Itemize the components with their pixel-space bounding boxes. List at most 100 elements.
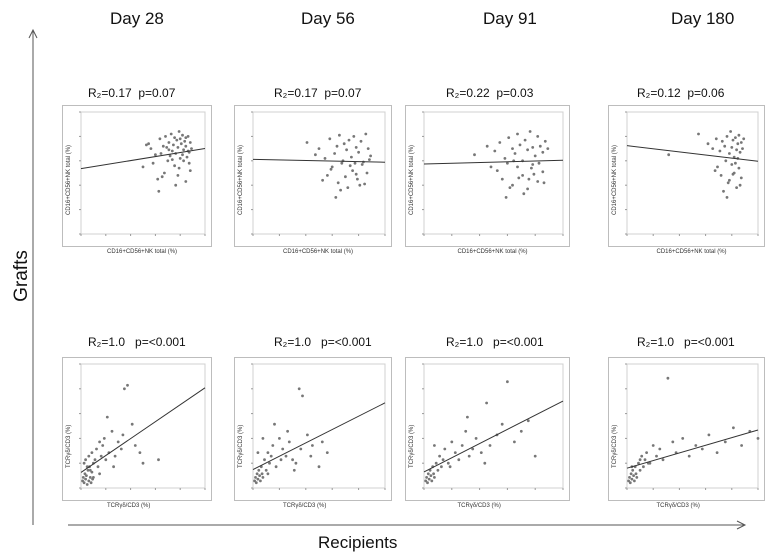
scatter-point	[86, 468, 90, 472]
scatter-point	[756, 437, 760, 440]
scatter-point	[513, 440, 516, 444]
scatter-point	[353, 161, 357, 165]
scatter-point	[655, 454, 658, 458]
scatter-point	[541, 150, 545, 154]
scatter-point	[364, 132, 368, 136]
scatter-point	[121, 433, 125, 437]
scatter-point	[658, 447, 662, 451]
scatter-point	[182, 148, 185, 152]
scatter-point	[737, 166, 741, 170]
scatter-point	[493, 149, 497, 153]
scatter-point	[687, 454, 691, 458]
plot-frame	[80, 363, 206, 489]
scatter-point	[519, 429, 523, 433]
x-axis-label: CD16+CD56+NK total (%)	[283, 249, 354, 255]
scatter-point	[719, 174, 723, 177]
scatter-point	[739, 176, 743, 180]
scatter-point	[426, 472, 430, 476]
scatter-point	[326, 174, 329, 177]
scatter-point	[164, 135, 167, 138]
scatter-point	[141, 165, 145, 169]
scatter-point	[735, 148, 738, 152]
scatter-point	[735, 186, 738, 189]
scatter-point	[511, 147, 514, 150]
scatter-point	[498, 141, 502, 144]
scatter-point	[116, 440, 120, 444]
stat-label: R₂=1.0 p=<0.001	[274, 335, 372, 349]
scatter-plot-area	[251, 111, 386, 236]
scatter-point	[526, 187, 529, 191]
scatter-point	[530, 166, 533, 170]
scatter-point	[661, 458, 665, 462]
scatter-point	[436, 468, 440, 472]
scatter-point	[259, 479, 262, 483]
scatter-point	[84, 458, 87, 462]
grafts-axis-label: Grafts	[10, 250, 32, 302]
scatter-point	[531, 146, 535, 149]
scatter-point	[731, 138, 735, 142]
scatter-point	[84, 477, 87, 481]
scatter-point	[732, 155, 736, 159]
scatter-point	[718, 149, 722, 153]
scatter-point	[119, 447, 123, 451]
scatter-point	[714, 137, 718, 141]
scatter-point	[728, 152, 731, 155]
scatter-point	[173, 164, 176, 168]
scatter-point	[488, 444, 492, 447]
scatter-point	[365, 171, 369, 175]
scatter-point	[543, 139, 547, 143]
scatter-point	[732, 426, 735, 430]
scatter-point	[177, 166, 181, 170]
scatter-point	[278, 437, 281, 440]
scatter-point	[720, 139, 724, 143]
scatter-point	[443, 447, 447, 451]
scatter-point	[149, 147, 153, 150]
y-axis-arrowhead	[28, 28, 38, 39]
scatter-point	[161, 144, 165, 148]
scatter-point	[352, 135, 356, 138]
scatter-point	[112, 465, 115, 469]
regression-line	[80, 387, 206, 473]
scatter-point	[345, 148, 348, 152]
scatter-point	[354, 146, 358, 149]
scatter-point	[255, 472, 259, 476]
scatter-point	[427, 477, 431, 481]
scatter-point	[183, 139, 187, 143]
scatter-point	[713, 169, 717, 172]
scatter-point	[716, 165, 719, 169]
scatter-point	[254, 476, 257, 479]
scatter-point	[495, 169, 499, 172]
day-label-56: Day 56	[301, 9, 355, 28]
scatter-point	[105, 415, 109, 419]
scatter-panel-top-0	[62, 105, 212, 247]
scatter-point	[527, 177, 531, 181]
scatter-point	[516, 132, 519, 136]
scatter-point	[741, 147, 744, 150]
scatter-point	[329, 167, 333, 171]
scatter-point	[506, 161, 509, 165]
scatter-point	[726, 181, 730, 185]
y-axis-label: TCRγδ/CD3 (%)	[409, 424, 415, 468]
scatter-point	[98, 440, 101, 444]
scatter-point	[628, 476, 631, 479]
scatter-point	[453, 451, 457, 454]
scatter-point	[728, 178, 731, 182]
scatter-point	[440, 465, 443, 469]
scatter-point	[730, 146, 734, 149]
scatter-point	[731, 172, 735, 176]
scatter-point	[254, 481, 258, 485]
scatter-point	[266, 472, 270, 476]
scatter-point	[457, 458, 461, 462]
scatter-point	[173, 136, 176, 139]
scatter-point	[346, 186, 350, 189]
scatter-point	[165, 146, 169, 149]
scatter-point	[188, 169, 192, 172]
scatter-point	[176, 146, 180, 149]
scatter-point	[138, 451, 142, 454]
scatter-point	[87, 479, 91, 483]
scatter-point	[274, 465, 278, 469]
x-axis-arrowhead	[736, 520, 747, 530]
scatter-point	[178, 157, 182, 160]
scatter-point	[253, 479, 256, 483]
